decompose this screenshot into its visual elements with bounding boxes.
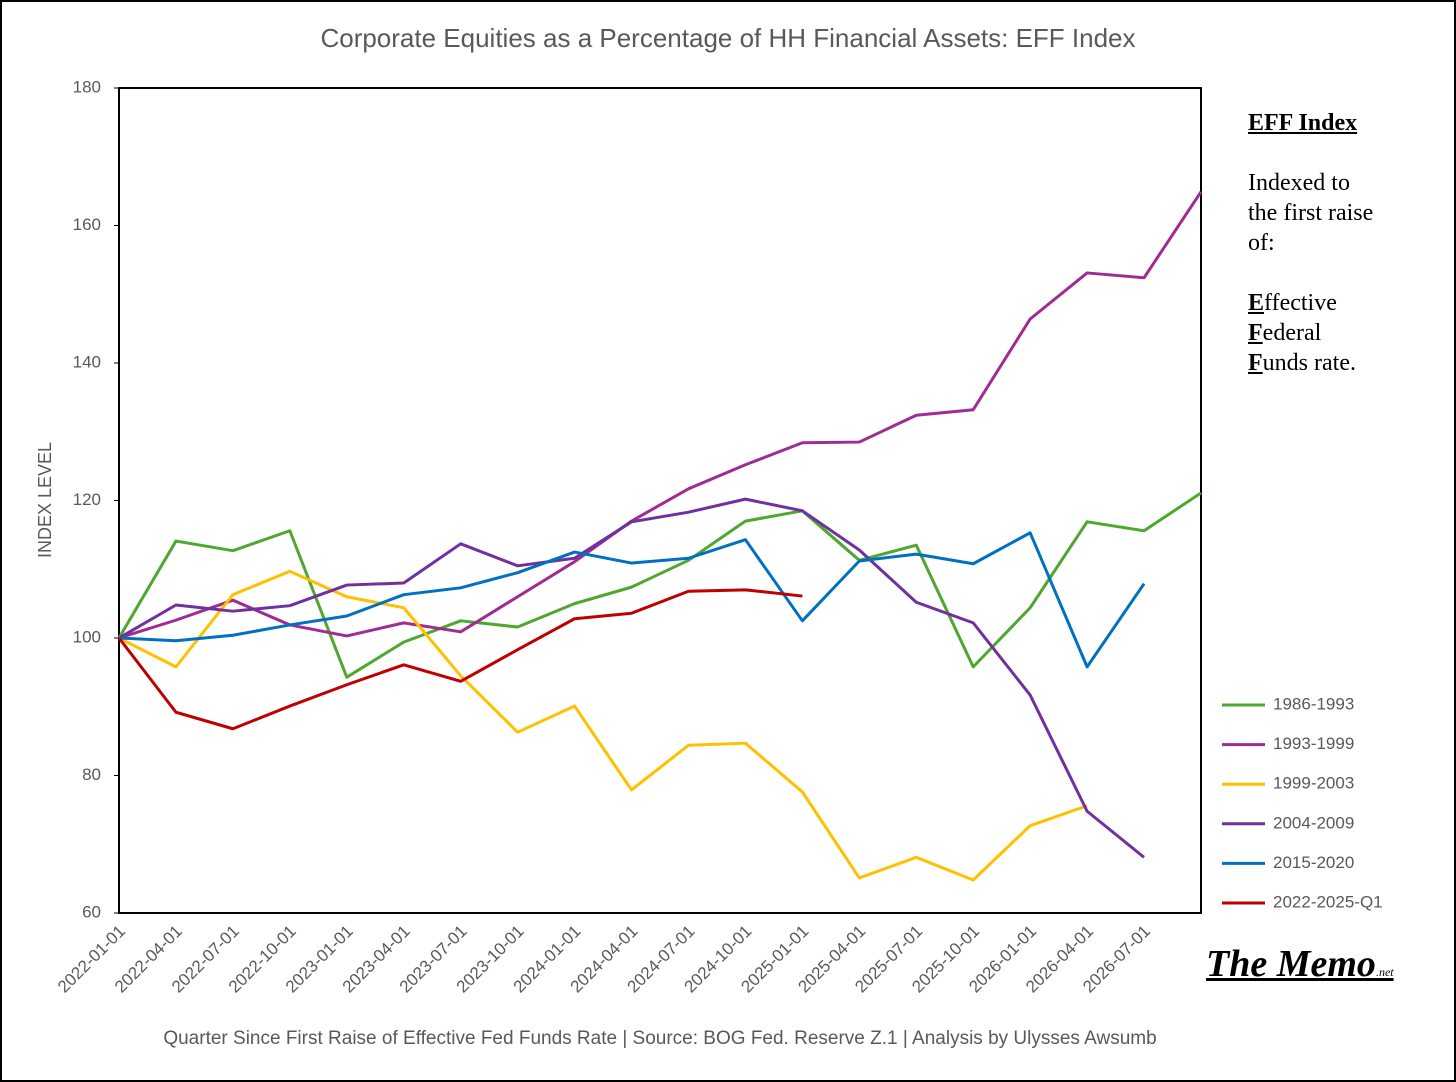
chart-title: Corporate Equities as a Percentage of HH… <box>320 23 1135 53</box>
series-line <box>118 531 1146 669</box>
y-tick-label: 100 <box>73 627 101 646</box>
y-tick-label: 60 <box>82 902 101 921</box>
legend-label: 2022-2025-Q1 <box>1273 892 1383 911</box>
annotation-line: the first raise <box>1248 200 1374 226</box>
plot-frame <box>118 87 1202 914</box>
logo-text: The Memo <box>1206 943 1376 985</box>
y-tick-label: 140 <box>73 352 101 371</box>
y-axis-label: INDEX LEVEL <box>35 442 55 558</box>
x-axis-label: Quarter Since First Raise of Effective F… <box>163 1028 1156 1049</box>
logo-suffix: .net <box>1375 965 1394 979</box>
y-tick-label: 160 <box>73 215 101 234</box>
series-line <box>117 491 1202 679</box>
series-line <box>118 569 1088 882</box>
annotation-heading: EFF Index <box>1248 110 1358 136</box>
series-line <box>118 190 1203 640</box>
legend-label: 1999-2003 <box>1273 774 1354 793</box>
y-tick-label: 180 <box>73 77 101 96</box>
y-tick-label: 120 <box>73 490 101 509</box>
legend-label: 1986-1993 <box>1273 694 1354 713</box>
annotation-line: Effective <box>1248 290 1337 316</box>
legend-label: 2004-2009 <box>1273 813 1354 832</box>
annotation: EFF Index Indexed to the first raise of:… <box>1248 108 1373 378</box>
annotation-line: Federal <box>1248 320 1322 346</box>
annotation-line: Indexed to <box>1248 170 1350 196</box>
legend-label: 2015-2020 <box>1273 853 1354 872</box>
logo: The Memo.net <box>1206 942 1394 986</box>
series-line <box>118 497 1145 859</box>
annotation-line: of: <box>1248 230 1275 256</box>
annotation-line: Funds rate. <box>1248 350 1356 376</box>
series-line <box>117 588 803 731</box>
y-tick-label: 80 <box>82 765 101 784</box>
legend-label: 1993-1999 <box>1273 734 1354 753</box>
